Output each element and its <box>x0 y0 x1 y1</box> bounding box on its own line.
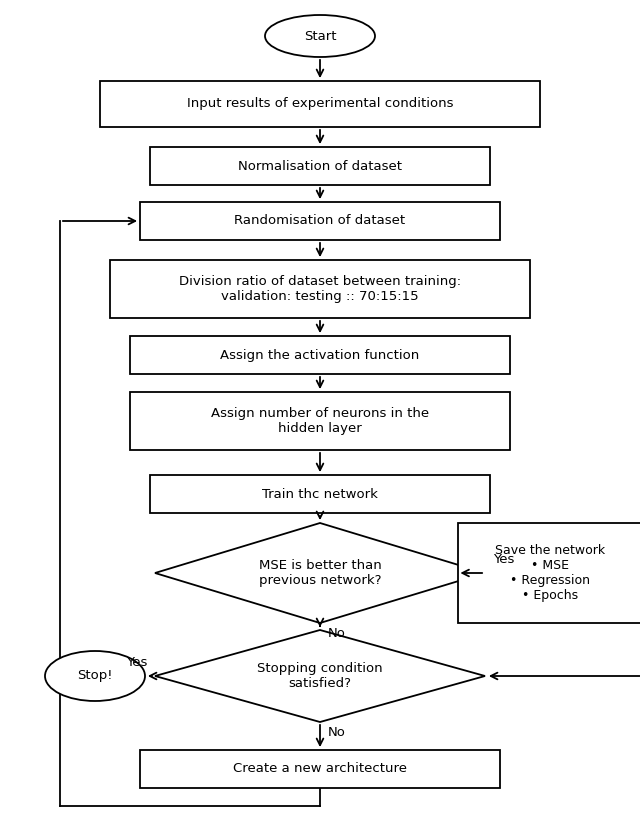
Text: Yes: Yes <box>125 656 147 669</box>
Polygon shape <box>155 630 485 722</box>
Ellipse shape <box>45 651 145 701</box>
Text: Stop!: Stop! <box>77 670 113 682</box>
FancyBboxPatch shape <box>458 523 640 623</box>
FancyBboxPatch shape <box>100 81 540 127</box>
Text: Yes: Yes <box>493 553 515 566</box>
FancyBboxPatch shape <box>140 202 500 240</box>
Text: Save the network
• MSE
• Regression
• Epochs: Save the network • MSE • Regression • Ep… <box>495 544 605 602</box>
Text: Randomisation of dataset: Randomisation of dataset <box>234 214 406 228</box>
FancyBboxPatch shape <box>150 147 490 185</box>
FancyBboxPatch shape <box>150 475 490 513</box>
Text: Input results of experimental conditions: Input results of experimental conditions <box>187 97 453 111</box>
Text: Start: Start <box>304 29 336 42</box>
Text: MSE is better than
previous network?: MSE is better than previous network? <box>259 559 381 587</box>
FancyBboxPatch shape <box>140 750 500 788</box>
Text: Train thc network: Train thc network <box>262 488 378 500</box>
Text: No: No <box>328 726 346 739</box>
FancyBboxPatch shape <box>110 260 530 318</box>
FancyBboxPatch shape <box>130 336 510 374</box>
Text: Create a new architecture: Create a new architecture <box>233 763 407 775</box>
Text: Stopping condition
satisfied?: Stopping condition satisfied? <box>257 662 383 690</box>
Text: Assign number of neurons in the
hidden layer: Assign number of neurons in the hidden l… <box>211 407 429 435</box>
Text: Assign the activation function: Assign the activation function <box>220 348 420 361</box>
Text: Normalisation of dataset: Normalisation of dataset <box>238 160 402 173</box>
Text: Division ratio of dataset between training:
validation: testing :: 70:15:15: Division ratio of dataset between traini… <box>179 275 461 303</box>
FancyBboxPatch shape <box>130 392 510 450</box>
Text: No: No <box>328 627 346 640</box>
Ellipse shape <box>265 15 375 57</box>
Polygon shape <box>155 523 485 623</box>
